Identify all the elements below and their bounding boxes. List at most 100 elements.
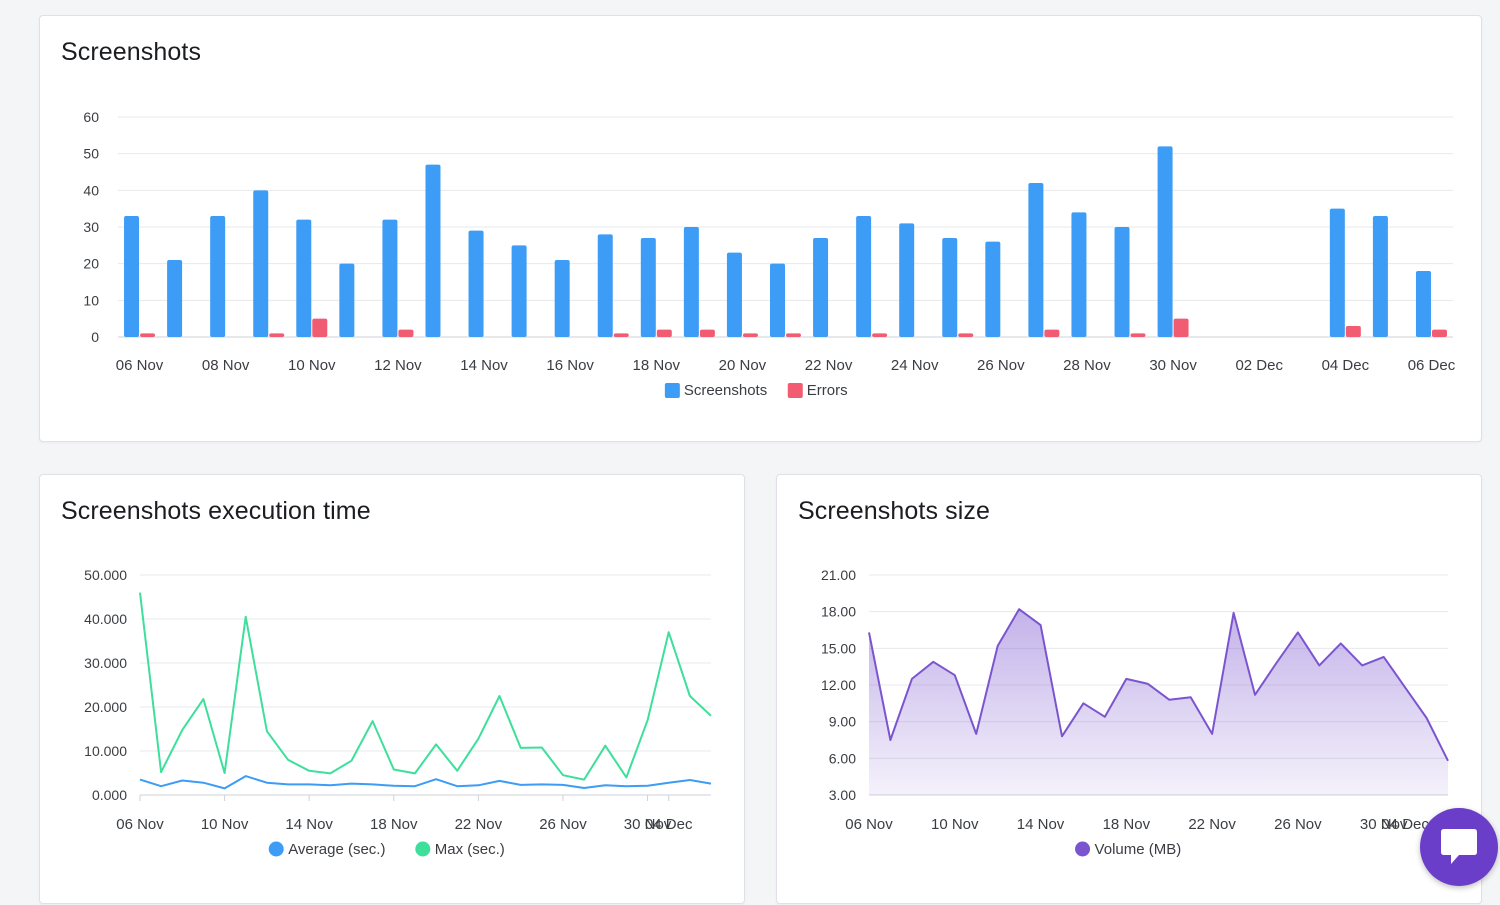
legend-swatch (664, 383, 680, 398)
bar-screenshots (1372, 216, 1388, 337)
bar-screenshots (339, 263, 355, 337)
x-tick-label: 26 Nov (1274, 816, 1322, 833)
bar-screenshots (124, 216, 140, 337)
bar-errors (656, 329, 672, 337)
x-tick-label: 18 Nov (633, 357, 681, 374)
legend-label: Volume (MB) (1095, 841, 1182, 858)
legend-label: Errors (807, 382, 848, 399)
y-tick-label: 12.00 (821, 677, 856, 693)
bar-errors (699, 329, 715, 337)
screenshots-card: Screenshots 0 10 20 30 40 50 60 06 Nov 08 Nov 10 … (39, 15, 1482, 442)
bar-errors (872, 333, 888, 337)
bar-screenshots (683, 227, 699, 337)
bar-screenshots (899, 223, 915, 337)
x-tick-label: 26 Nov (539, 816, 587, 833)
screenshots-title: Screenshots (61, 38, 202, 66)
bar-screenshots (382, 219, 398, 337)
bar-errors (613, 333, 629, 337)
y-tick-label: 30.000 (84, 655, 127, 671)
y-tick-label: 50 (83, 146, 99, 162)
bar-screenshots (1157, 146, 1173, 337)
y-tick-label: 40 (83, 182, 99, 198)
y-tick-label: 9.00 (829, 714, 856, 730)
execution-time-title: Screenshots execution time (61, 497, 371, 525)
y-tick-label: 3.00 (829, 787, 856, 803)
bar-screenshots (210, 216, 226, 337)
y-tick-label: 30 (83, 219, 99, 235)
screenshots-bar-chart: 0 10 20 30 40 50 60 06 Nov 08 Nov 10 Nov 12 Nov 14 … (83, 109, 1456, 399)
average-line (139, 775, 712, 790)
chat-bubble-icon (1441, 829, 1477, 864)
x-tick-label: 08 Nov (202, 357, 250, 374)
y-tick-label: 20.000 (84, 699, 127, 715)
bar-errors (312, 318, 328, 337)
legend-swatch (787, 383, 803, 398)
bar-errors (1173, 318, 1189, 337)
bar-errors (269, 333, 285, 337)
x-tick-label: 14 Nov (460, 357, 508, 374)
x-tick-label: 04 Dec (1322, 357, 1370, 374)
bar-screenshots (1114, 227, 1130, 337)
y-tick-label: 60 (83, 109, 99, 125)
x-tick-label: 26 Nov (977, 357, 1025, 374)
x-tick-label: 28 Nov (1063, 357, 1111, 374)
y-tick-label: 0.000 (92, 787, 127, 803)
bar-errors (398, 329, 414, 337)
legend-label: Screenshots (684, 382, 767, 399)
bar-screenshots (856, 216, 872, 337)
bar-screenshots (167, 260, 183, 337)
x-tick-label: 30 Nov (624, 816, 672, 833)
legend-label: Average (sec.) (288, 841, 385, 858)
x-tick-label: 22 Nov (1188, 816, 1236, 833)
bar-errors (1130, 333, 1146, 337)
bar-screenshots (1071, 212, 1087, 337)
volume-line (868, 608, 1449, 762)
bar-screenshots (1329, 208, 1345, 337)
execution-time-line-chart: 0.000 10.000 20.000 30.000 40.000 50.000 06 No… (84, 567, 712, 858)
x-tick-label: 24 Nov (891, 357, 939, 374)
chat-button[interactable] (1420, 808, 1498, 886)
y-tick-label: 50.000 (84, 567, 127, 583)
bar-errors (786, 333, 801, 337)
bar-errors (1345, 326, 1361, 337)
bar-errors (958, 333, 974, 337)
legend-swatch (415, 841, 431, 857)
x-tick-label: 10 Nov (201, 816, 249, 833)
x-tick-label: 06 Dec (1408, 357, 1456, 374)
y-tick-label: 20 (83, 256, 99, 272)
legend-swatch (1075, 841, 1091, 857)
x-tick-label: 02 Dec (1235, 357, 1283, 374)
x-tick-label: 22 Nov (805, 357, 853, 374)
legend-swatch (268, 841, 284, 857)
y-tick-label: 15.00 (821, 640, 856, 656)
x-tick-label: 14 Nov (1017, 816, 1065, 833)
bar-screenshots (1028, 183, 1044, 337)
x-tick-label: 30 Nov (1149, 357, 1197, 374)
x-tick-label: 16 Nov (546, 357, 594, 374)
bar-screenshots (942, 238, 958, 337)
bar-screenshots (425, 164, 441, 337)
y-tick-label: 18.00 (821, 604, 856, 620)
y-tick-label: 10 (83, 292, 99, 308)
x-tick-label: 10 Nov (931, 816, 979, 833)
bar-screenshots (468, 230, 484, 337)
x-tick-label: 12 Nov (374, 357, 422, 374)
x-tick-label: 04 Dec (645, 816, 693, 833)
x-tick-label: 14 Nov (285, 816, 333, 833)
x-tick-label: 18 Nov (370, 816, 418, 833)
y-tick-label: 21.00 (821, 567, 856, 583)
x-tick-label: 04 Dec (1381, 816, 1429, 833)
x-tick-label: 06 Nov (116, 357, 164, 374)
bar-screenshots (511, 245, 527, 337)
y-tick-label: 0 (91, 329, 99, 345)
screenshots-size-card: Screenshots size 3.00 6.00 9.00 12.00 15.00 1… (776, 474, 1482, 904)
x-tick-label: 18 Nov (1103, 816, 1151, 833)
max-line (139, 592, 712, 781)
x-tick-label: 30 Nov (1360, 816, 1408, 833)
volume-area-fill (869, 609, 1448, 795)
bar-errors (1044, 329, 1060, 337)
bar-screenshots (726, 252, 742, 337)
bar-errors (742, 333, 758, 337)
screenshots-size-title: Screenshots size (798, 497, 990, 525)
x-tick-label: 06 Nov (116, 816, 164, 833)
